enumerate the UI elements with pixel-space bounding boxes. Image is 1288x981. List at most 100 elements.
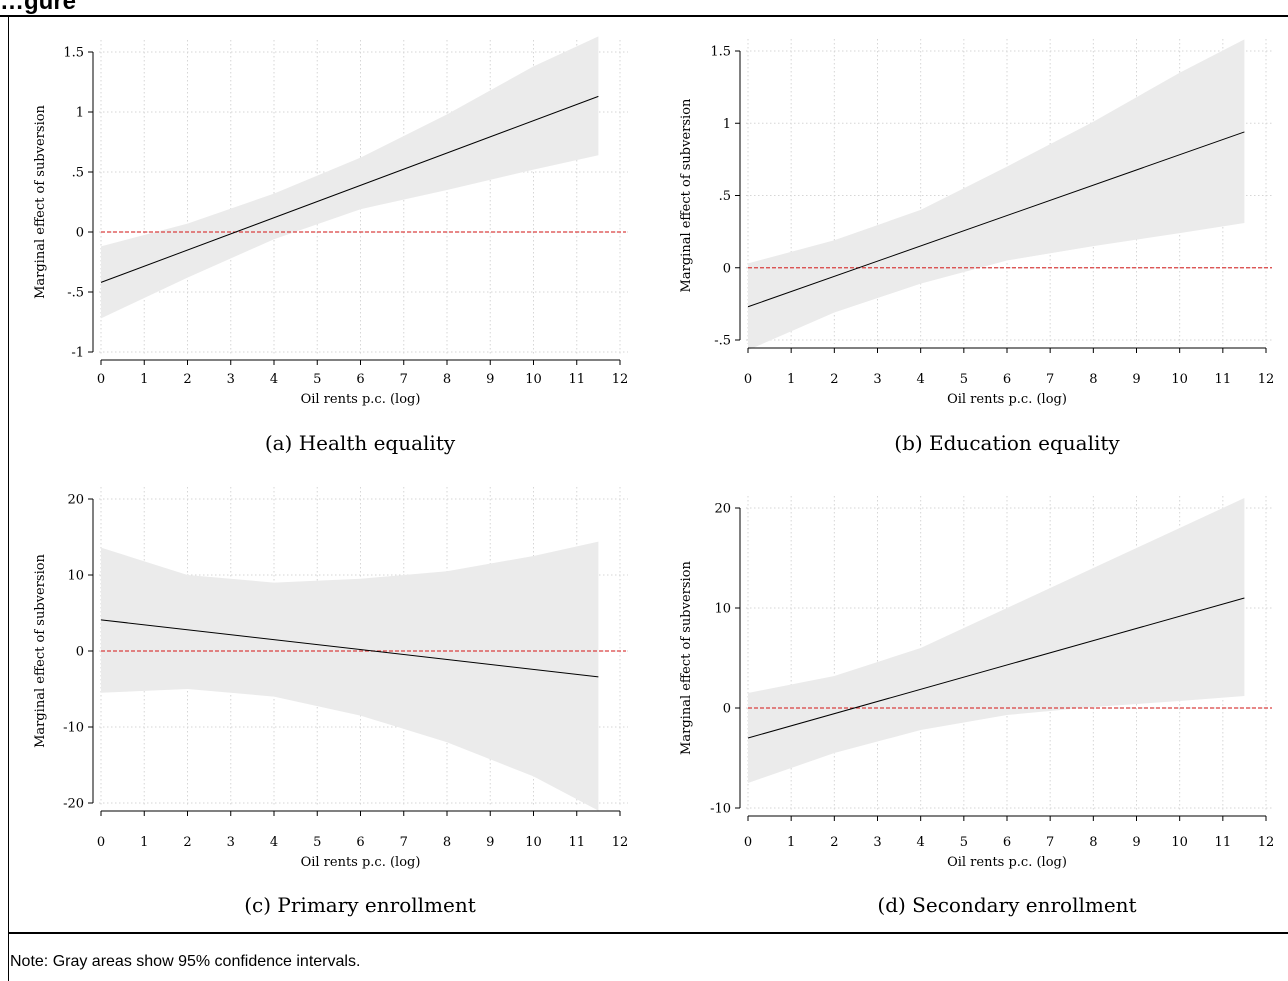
- y-axis-label: Marginal effect of subversion: [679, 98, 694, 292]
- panel-caption: (c) Primary enrollment: [244, 893, 476, 917]
- x-tick-label: 6: [356, 835, 364, 850]
- y-tick-label: 20: [67, 493, 84, 508]
- x-axis-label: Oil rents p.c. (log): [301, 392, 421, 407]
- confidence-band: [101, 541, 599, 811]
- x-tick-label: 3: [227, 835, 235, 850]
- confidence-band: [101, 36, 599, 319]
- y-tick-label: 1.5: [710, 45, 731, 60]
- bottom-rule: [8, 932, 1288, 934]
- x-axis-label: Oil rents p.c. (log): [947, 392, 1067, 407]
- x-tick-label: 10: [1171, 372, 1188, 387]
- page-title-text: …gure: [0, 0, 77, 15]
- x-tick-label: 7: [400, 372, 408, 387]
- x-tick-label: 11: [568, 372, 585, 387]
- x-tick-label: 9: [486, 372, 494, 387]
- x-tick-label: 10: [1171, 835, 1188, 850]
- x-tick-label: 12: [612, 835, 629, 850]
- x-tick-label: 7: [1046, 372, 1054, 387]
- y-tick-label: 1: [723, 117, 731, 132]
- panel-caption: (b) Education equality: [894, 431, 1120, 455]
- y-axis-label: Marginal effect of subversion: [33, 553, 48, 747]
- x-tick-label: 8: [443, 372, 451, 387]
- x-tick-label: 6: [1003, 372, 1011, 387]
- x-tick-label: 7: [400, 835, 408, 850]
- x-tick-label: 6: [356, 372, 364, 387]
- y-tick-label: 0: [723, 261, 731, 276]
- x-tick-label: 12: [612, 372, 629, 387]
- y-tick-label: 0: [76, 226, 84, 241]
- marginal-effect-line: [747, 597, 1245, 739]
- y-tick-label: -.5: [714, 334, 731, 349]
- y-tick-label: 0: [76, 645, 84, 660]
- marginal-effect-line: [100, 619, 599, 678]
- x-axis-label: Oil rents p.c. (log): [947, 855, 1067, 870]
- x-tick-label: 1: [140, 835, 148, 850]
- y-tick-label: 1.5: [63, 46, 84, 61]
- y-tick-label: .5: [72, 166, 84, 181]
- y-tick-label: 10: [67, 569, 84, 584]
- x-tick-label: 9: [1132, 835, 1140, 850]
- y-tick-label: -10: [710, 802, 731, 817]
- confidence-band: [748, 498, 1245, 783]
- y-tick-label: 20: [714, 502, 731, 517]
- x-tick-label: 1: [140, 372, 148, 387]
- x-tick-label: 2: [830, 372, 838, 387]
- x-tick-label: 4: [917, 372, 925, 387]
- x-tick-label: 8: [1089, 835, 1097, 850]
- x-tick-label: 5: [960, 372, 968, 387]
- x-tick-label: 4: [270, 835, 278, 850]
- x-tick-label: 12: [1258, 835, 1275, 850]
- x-tick-label: 2: [830, 835, 838, 850]
- y-axis-label: Marginal effect of subversion: [33, 104, 48, 298]
- y-tick-label: -20: [63, 797, 84, 812]
- x-tick-label: 6: [1003, 835, 1011, 850]
- x-tick-label: 3: [873, 372, 881, 387]
- x-tick-label: 2: [183, 835, 191, 850]
- x-tick-label: 10: [525, 835, 542, 850]
- y-tick-label: .5: [719, 189, 731, 204]
- panel-caption: (a) Health equality: [265, 431, 456, 455]
- x-tick-label: 4: [917, 835, 925, 850]
- x-tick-label: 8: [443, 835, 451, 850]
- panel-caption: (d) Secondary enrollment: [877, 893, 1136, 917]
- x-tick-label: 10: [525, 372, 542, 387]
- x-tick-label: 1: [787, 372, 795, 387]
- y-axis-label: Marginal effect of subversion: [679, 560, 694, 754]
- y-tick-label: -1: [71, 346, 84, 361]
- x-tick-label: 0: [744, 372, 752, 387]
- x-tick-label: 7: [1046, 835, 1054, 850]
- x-tick-label: 3: [227, 372, 235, 387]
- x-tick-label: 4: [270, 372, 278, 387]
- x-tick-label: 9: [486, 835, 494, 850]
- x-tick-label: 0: [744, 835, 752, 850]
- y-tick-label: -10: [63, 721, 84, 736]
- confidence-band: [748, 39, 1245, 351]
- top-rule: [0, 15, 1288, 17]
- x-tick-label: 1: [787, 835, 795, 850]
- x-tick-label: 5: [313, 372, 321, 387]
- x-tick-label: 2: [183, 372, 191, 387]
- marginal-effect-line: [100, 95, 599, 283]
- x-tick-label: 12: [1258, 372, 1275, 387]
- x-tick-label: 11: [1215, 372, 1232, 387]
- y-tick-label: 10: [714, 602, 731, 617]
- x-tick-label: 11: [1215, 835, 1232, 850]
- x-tick-label: 5: [313, 835, 321, 850]
- x-tick-label: 0: [97, 372, 105, 387]
- left-rule: [8, 15, 9, 981]
- marginal-effect-line: [747, 131, 1245, 308]
- x-tick-label: 9: [1132, 372, 1140, 387]
- x-tick-label: 3: [873, 835, 881, 850]
- x-tick-label: 0: [97, 835, 105, 850]
- x-tick-label: 11: [568, 835, 585, 850]
- y-tick-label: 0: [723, 702, 731, 717]
- x-tick-label: 5: [960, 835, 968, 850]
- x-axis-label: Oil rents p.c. (log): [301, 855, 421, 870]
- y-tick-label: 1: [76, 106, 84, 121]
